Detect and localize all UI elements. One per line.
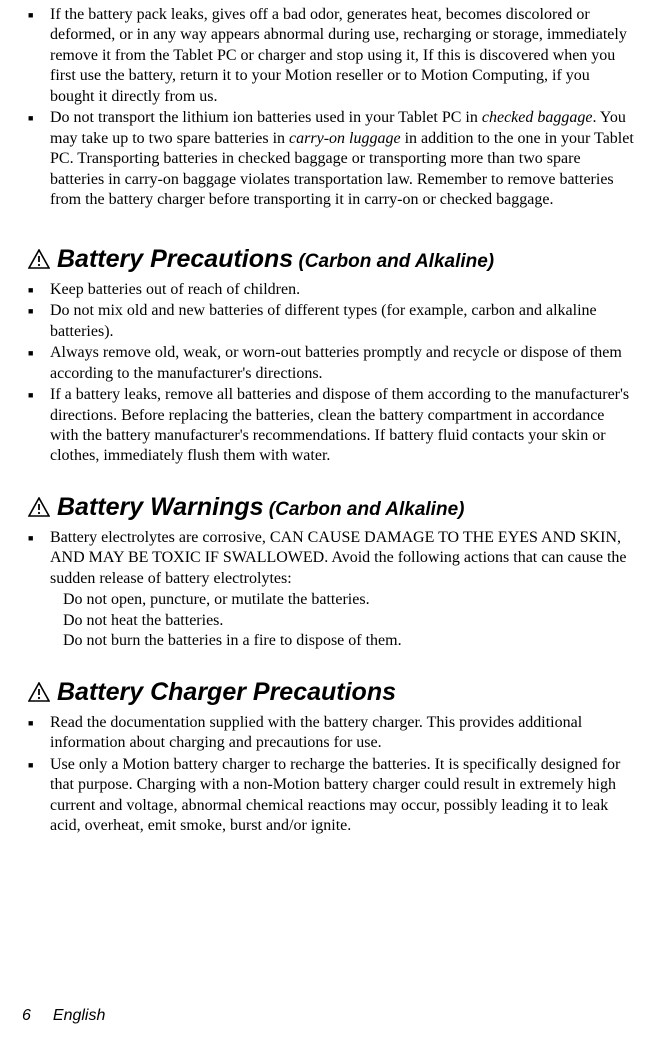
heading-battery-charger: Battery Charger Precautions: [18, 678, 635, 707]
list-item: Do not mix old and new batteries of diff…: [50, 301, 635, 342]
list-item: Battery electrolytes are corrosive, CAN …: [50, 528, 635, 589]
top-bullet-list: If the battery pack leaks, gives off a b…: [18, 0, 635, 211]
sub-line: Do not open, puncture, or mutilate the b…: [63, 590, 635, 610]
section2-sub-lines: Do not open, puncture, or mutilate the b…: [18, 590, 635, 651]
heading-battery-precautions: Battery Precautions (Carbon and Alkaline…: [18, 245, 635, 274]
warning-icon: [28, 682, 50, 702]
heading-sub: (Carbon and Alkaline): [264, 499, 465, 520]
heading-battery-warnings: Battery Warnings (Carbon and Alkaline): [18, 493, 635, 522]
heading-main: Battery Charger Precautions: [57, 678, 396, 706]
list-item: If a battery leaks, remove all batteries…: [50, 385, 635, 467]
list-item: Keep batteries out of reach of children.: [50, 280, 635, 300]
list-item: Use only a Motion battery charger to rec…: [50, 755, 635, 837]
footer-label: English: [53, 1007, 105, 1025]
section3-bullet-list: Read the documentation supplied with the…: [18, 713, 635, 837]
heading-main: Battery Warnings: [57, 493, 264, 521]
sub-line: Do not heat the batteries.: [63, 611, 635, 631]
list-item: If the battery pack leaks, gives off a b…: [50, 5, 635, 107]
heading-main: Battery Precautions: [57, 245, 293, 273]
warning-icon: [28, 249, 50, 269]
page-number: 6: [22, 1007, 31, 1025]
sub-line: Do not burn the batteries in a fire to d…: [63, 631, 635, 651]
warning-icon: [28, 497, 50, 517]
section1-bullet-list: Keep batteries out of reach of children.…: [18, 280, 635, 467]
list-item: Read the documentation supplied with the…: [50, 713, 635, 754]
page-footer: 6 English: [22, 1007, 105, 1025]
list-item: Always remove old, weak, or worn-out bat…: [50, 343, 635, 384]
section2-bullet-list: Battery electrolytes are corrosive, CAN …: [18, 528, 635, 589]
list-item: Do not transport the lithium ion batteri…: [50, 108, 635, 210]
heading-sub: (Carbon and Alkaline): [293, 251, 494, 272]
